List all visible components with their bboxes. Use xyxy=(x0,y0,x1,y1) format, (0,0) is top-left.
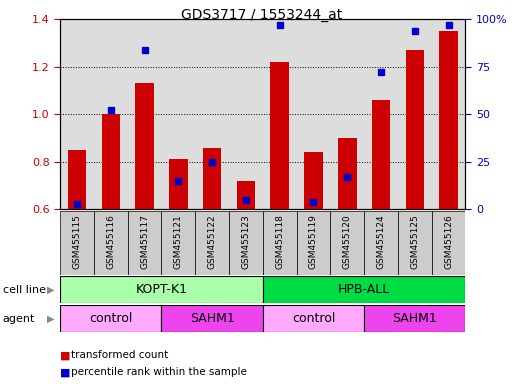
Bar xyxy=(128,211,162,275)
Text: ■: ■ xyxy=(60,350,71,360)
Text: cell line: cell line xyxy=(3,285,46,295)
Text: control: control xyxy=(89,312,132,325)
Bar xyxy=(372,100,390,209)
Text: GSM455117: GSM455117 xyxy=(140,214,149,269)
Bar xyxy=(101,114,120,209)
Bar xyxy=(229,211,263,275)
Text: GSM455122: GSM455122 xyxy=(208,214,217,269)
Text: control: control xyxy=(292,312,335,325)
Bar xyxy=(236,181,255,209)
Text: transformed count: transformed count xyxy=(71,350,168,360)
Bar xyxy=(68,150,86,209)
Bar xyxy=(431,211,465,275)
Bar xyxy=(162,211,195,275)
Text: GSM455119: GSM455119 xyxy=(309,214,318,269)
Text: GSM455118: GSM455118 xyxy=(275,214,284,269)
Bar xyxy=(195,211,229,275)
Text: KOPT-K1: KOPT-K1 xyxy=(135,283,187,296)
Text: GSM455115: GSM455115 xyxy=(73,214,82,269)
Text: GSM455124: GSM455124 xyxy=(377,214,385,269)
Bar xyxy=(60,305,162,332)
Bar xyxy=(94,211,128,275)
Text: SAHM1: SAHM1 xyxy=(392,312,437,325)
Text: GSM455125: GSM455125 xyxy=(411,214,419,269)
Bar xyxy=(338,138,357,209)
Bar xyxy=(263,276,465,303)
Text: ▶: ▶ xyxy=(47,314,54,324)
Bar xyxy=(162,305,263,332)
Text: GSM455121: GSM455121 xyxy=(174,214,183,269)
Bar xyxy=(398,211,431,275)
Bar xyxy=(263,305,364,332)
Bar xyxy=(60,211,94,275)
Text: GSM455123: GSM455123 xyxy=(242,214,251,269)
Bar xyxy=(364,305,465,332)
Bar xyxy=(135,83,154,209)
Bar xyxy=(60,276,263,303)
Bar xyxy=(439,31,458,209)
Bar xyxy=(331,211,364,275)
Text: agent: agent xyxy=(3,314,35,324)
Text: GSM455116: GSM455116 xyxy=(106,214,115,269)
Text: GSM455120: GSM455120 xyxy=(343,214,352,269)
Bar xyxy=(304,152,323,209)
Text: SAHM1: SAHM1 xyxy=(190,312,234,325)
Bar xyxy=(405,50,424,209)
Bar xyxy=(270,62,289,209)
Bar xyxy=(297,211,331,275)
Text: ▶: ▶ xyxy=(47,285,54,295)
Text: HPB-ALL: HPB-ALL xyxy=(338,283,390,296)
Text: GSM455126: GSM455126 xyxy=(444,214,453,269)
Bar xyxy=(169,159,188,209)
Text: ■: ■ xyxy=(60,367,71,377)
Bar xyxy=(203,147,221,209)
Bar xyxy=(263,211,297,275)
Text: percentile rank within the sample: percentile rank within the sample xyxy=(71,367,246,377)
Text: GDS3717 / 1553244_at: GDS3717 / 1553244_at xyxy=(181,8,342,22)
Bar xyxy=(364,211,398,275)
